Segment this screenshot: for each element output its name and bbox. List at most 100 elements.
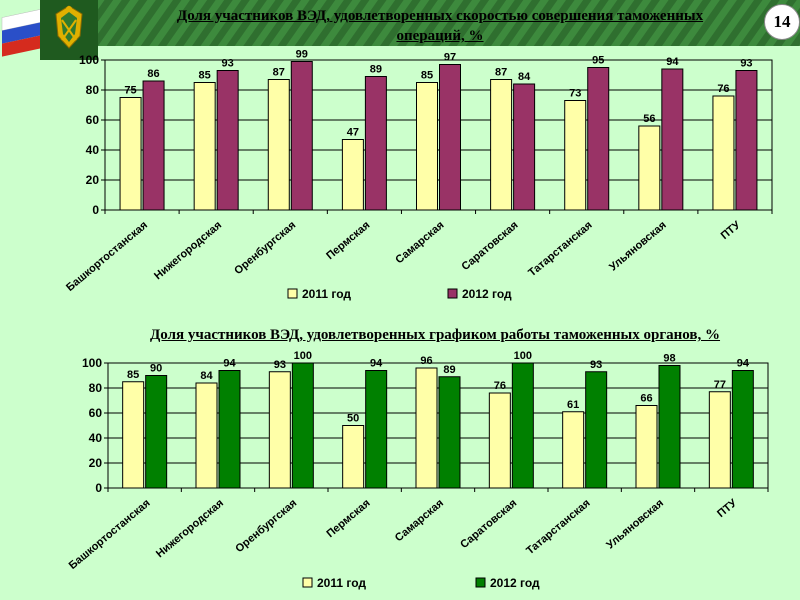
bar-2011 — [342, 425, 365, 489]
data-label: 94 — [223, 358, 236, 370]
category-label: Ульяновская — [604, 497, 666, 551]
y-tick-label: 20 — [89, 456, 103, 470]
bar-2012 — [439, 64, 461, 211]
legend-swatch-2012 — [447, 288, 458, 299]
data-label: 77 — [714, 379, 726, 391]
bar-2012 — [511, 362, 534, 489]
bar-2011 — [638, 125, 661, 211]
data-label: 85 — [127, 369, 139, 381]
bar-2011 — [415, 367, 438, 489]
bar-2011 — [490, 79, 513, 211]
bar-2011 — [562, 411, 585, 489]
bar-2011 — [119, 97, 142, 211]
data-label: 75 — [124, 85, 136, 97]
chart1-satisfaction-speed: 0 20 40 60 80 100 75 86 Башкортостанская 85 93 Ниже… — [64, 49, 773, 301]
y-tick-label: 100 — [82, 356, 102, 370]
bar-2011 — [712, 95, 735, 211]
legend-label: 2012 год — [490, 576, 540, 590]
category-label: ПТУ — [715, 497, 739, 520]
y-tick-label: 0 — [92, 203, 99, 217]
bar-2012 — [587, 67, 610, 211]
legend-swatch-2011 — [302, 577, 313, 588]
bar-2011 — [193, 82, 216, 211]
data-label: 86 — [147, 68, 159, 80]
bar-2012 — [218, 370, 241, 489]
data-label: 56 — [643, 113, 655, 125]
data-label: 66 — [640, 393, 652, 405]
category-label: Пермская — [324, 219, 372, 262]
category-label: Оренбургская — [232, 219, 298, 277]
legend-swatch-2012 — [475, 577, 486, 588]
data-label: 93 — [222, 58, 234, 70]
bar-2012 — [658, 365, 681, 489]
data-label: 100 — [514, 350, 532, 362]
category-label: Башкортостанская — [64, 219, 150, 294]
category-label: Башкортостанская — [67, 497, 153, 572]
data-label: 94 — [370, 358, 383, 370]
bar-2012 — [513, 83, 536, 211]
page-number-badge: 14 — [764, 4, 800, 40]
data-label: 89 — [443, 364, 455, 376]
plot-area — [107, 362, 769, 489]
data-label: 85 — [199, 70, 211, 82]
bar-2012 — [364, 76, 387, 211]
data-label: 96 — [420, 355, 432, 367]
data-label: 94 — [666, 56, 679, 68]
category-label: Нижегородская — [154, 497, 226, 560]
data-label: 97 — [444, 52, 456, 64]
bar-2011 — [488, 392, 511, 489]
data-label: 95 — [592, 55, 604, 67]
y-tick-label: 40 — [89, 431, 103, 445]
data-label: 93 — [274, 359, 286, 371]
data-label: 87 — [273, 67, 285, 79]
y-tick-label: 100 — [79, 53, 99, 67]
data-label: 76 — [717, 83, 729, 95]
data-label: 90 — [150, 363, 162, 375]
data-label: 98 — [663, 353, 675, 365]
chart2-satisfaction-schedule: 0 20 40 60 80 100 85 90 Башкортостанская 84 94 Ниже… — [67, 350, 769, 590]
bar-2011 — [268, 371, 291, 489]
category-label: ПТУ — [719, 219, 743, 242]
y-tick-label: 60 — [86, 113, 100, 127]
category-label: Оренбургская — [233, 497, 299, 555]
category-label: Татарстанская — [524, 497, 592, 557]
category-label: Самарская — [393, 219, 446, 266]
data-label: 85 — [421, 70, 433, 82]
data-label: 76 — [494, 380, 506, 392]
category-label: Нижегородская — [152, 219, 224, 282]
bar-2011 — [195, 382, 218, 489]
bar-2012 — [290, 61, 313, 211]
y-tick-label: 60 — [89, 406, 103, 420]
bar-2012 — [291, 362, 314, 489]
bar-2011 — [708, 391, 731, 489]
bar-2011 — [341, 139, 364, 211]
data-label: 50 — [347, 413, 359, 425]
bar-2012 — [365, 370, 388, 489]
bar-2012 — [145, 375, 168, 489]
bar-2012 — [661, 68, 684, 211]
bar-2012 — [216, 70, 239, 211]
y-tick-label: 80 — [86, 83, 100, 97]
y-tick-label: 0 — [95, 481, 102, 495]
data-label: 94 — [737, 358, 750, 370]
bar-2011 — [564, 100, 587, 211]
customs-emblem-with-russian-flag-icon — [1, 0, 98, 60]
bar-2012 — [585, 371, 608, 489]
data-label: 84 — [518, 71, 531, 83]
legend-label: 2011 год — [317, 576, 366, 590]
legend-swatch-2011 — [287, 288, 298, 299]
category-label: Пермская — [324, 497, 372, 540]
data-label: 99 — [296, 49, 308, 61]
data-label: 73 — [569, 88, 581, 100]
chart1-title: Доля участников ВЭД, удовлетворенных ско… — [176, 8, 704, 44]
bar-2012 — [438, 376, 461, 489]
data-label: 89 — [370, 64, 382, 76]
y-tick-label: 20 — [86, 173, 100, 187]
data-label: 84 — [200, 370, 213, 382]
bar-2011 — [122, 381, 145, 489]
legend-label: 2011 год — [302, 287, 351, 301]
data-label: 47 — [347, 127, 359, 139]
category-label: Саратовская — [459, 219, 520, 273]
data-label: 93 — [740, 58, 752, 70]
